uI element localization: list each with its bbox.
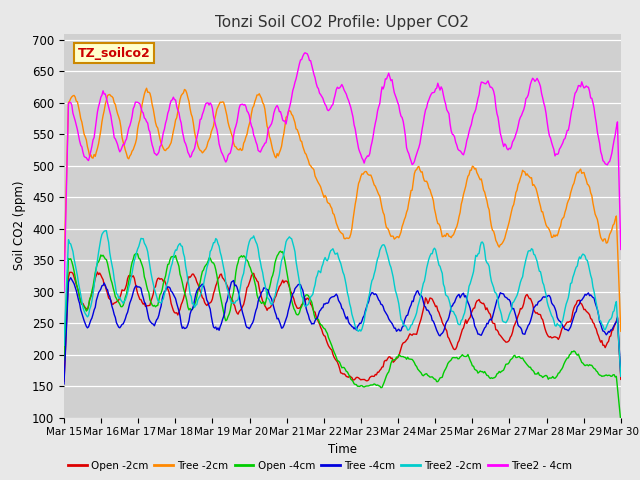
Title: Tonzi Soil CO2 Profile: Upper CO2: Tonzi Soil CO2 Profile: Upper CO2 bbox=[216, 15, 469, 30]
Text: TZ_soilco2: TZ_soilco2 bbox=[78, 47, 150, 60]
X-axis label: Time: Time bbox=[328, 443, 357, 456]
Y-axis label: Soil CO2 (ppm): Soil CO2 (ppm) bbox=[13, 181, 26, 270]
Legend: Open -2cm, Tree -2cm, Open -4cm, Tree -4cm, Tree2 -2cm, Tree2 - 4cm: Open -2cm, Tree -2cm, Open -4cm, Tree -4… bbox=[63, 456, 577, 475]
